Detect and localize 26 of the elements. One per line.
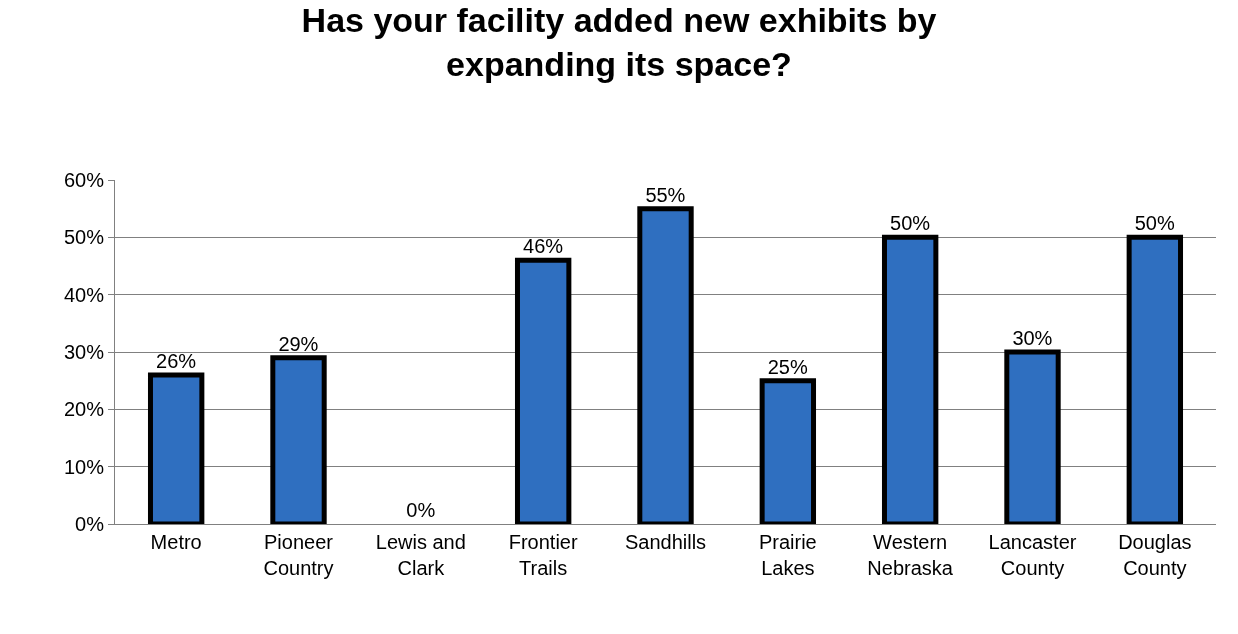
x-tick-label: Prairie Lakes — [758, 531, 817, 579]
data-label: 29% — [278, 332, 319, 355]
y-tick-label: 30% — [63, 341, 105, 363]
y-tick-label: 10% — [63, 455, 105, 478]
data-label: 46% — [523, 235, 564, 258]
y-tick-label: 60% — [63, 169, 105, 191]
y-tick-label: 40% — [63, 283, 105, 306]
x-tick-label: Lewis and Clark — [375, 531, 466, 579]
data-label: 25% — [767, 355, 808, 378]
x-tick-label: Douglas County — [1118, 531, 1192, 579]
x-tick-label: Pioneer Country — [263, 531, 334, 579]
y-tick-label: 0% — [75, 513, 105, 535]
x-tick-label: Western Nebraska — [867, 531, 954, 579]
chart-title: Has your facility added new exhibits by expanding its space? — [301, 0, 937, 83]
x-tick-label: Frontier Trails — [508, 531, 578, 579]
x-tick-label: Lancaster County — [988, 531, 1077, 579]
y-tick-label: 50% — [63, 226, 105, 249]
data-label: 55% — [645, 183, 686, 206]
data-label: 50% — [890, 212, 931, 235]
data-label: 26% — [156, 349, 197, 372]
data-label: 30% — [1012, 327, 1053, 349]
x-tick-label: Sandhills — [624, 531, 707, 553]
x-tick-label: Metro — [150, 531, 202, 553]
y-tick-label: 20% — [63, 398, 105, 421]
data-label: 0% — [406, 499, 436, 521]
data-label: 50% — [1134, 212, 1175, 235]
